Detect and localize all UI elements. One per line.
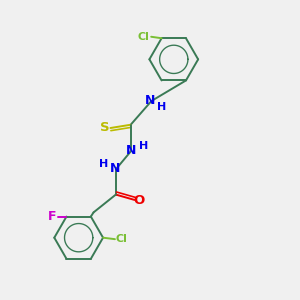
Text: Cl: Cl (138, 32, 150, 42)
Text: N: N (126, 144, 136, 158)
Text: H: H (157, 103, 166, 112)
Text: O: O (134, 194, 145, 207)
Text: N: N (145, 94, 155, 107)
Text: N: N (110, 162, 120, 175)
Text: H: H (99, 159, 108, 169)
Text: S: S (100, 121, 109, 134)
Text: H: H (139, 141, 148, 151)
Text: Cl: Cl (116, 234, 128, 244)
Text: F: F (48, 210, 57, 223)
